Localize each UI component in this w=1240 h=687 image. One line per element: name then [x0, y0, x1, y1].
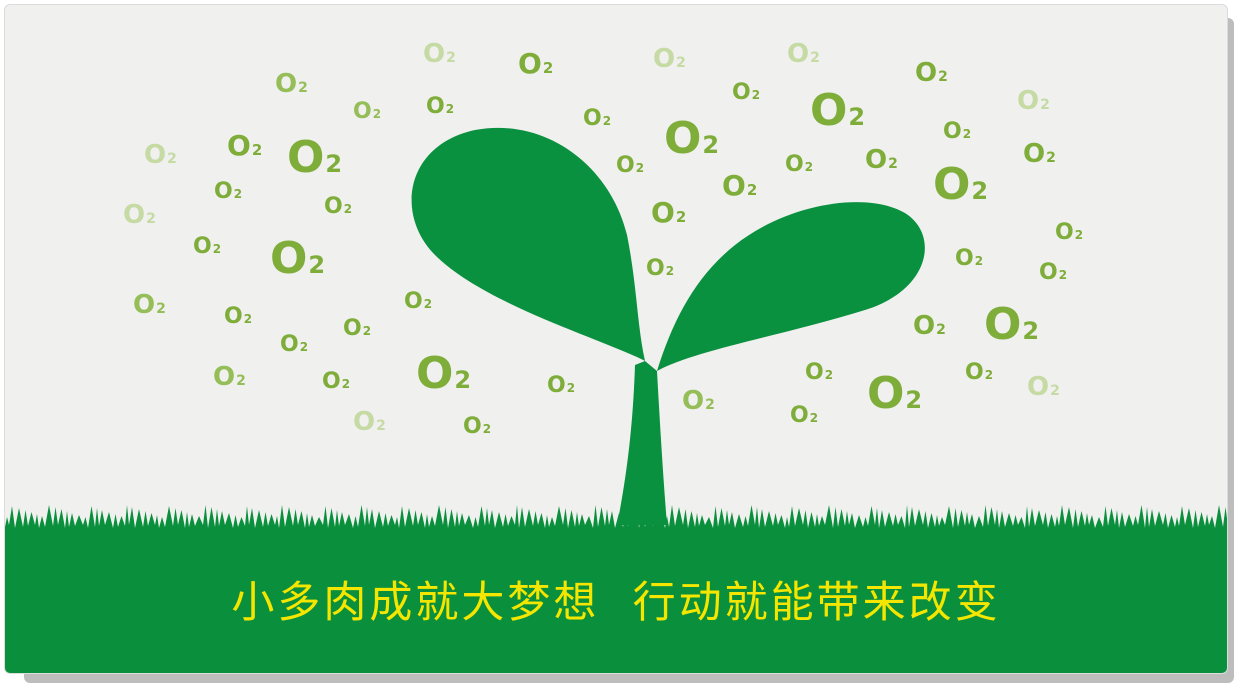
oxygen-molecule-icon: O2 — [1023, 139, 1056, 169]
oxygen-molecule-icon: O2 — [123, 200, 156, 230]
oxygen-molecules: O2 O2 O2 O2 O2 O2 O2 O2 O2 O2 O2 O2 O2 O2 O2 O2 O2 O2 O2 O2… — [123, 39, 1083, 439]
oxygen-molecule-icon: O2 — [1039, 260, 1067, 285]
oxygen-molecule-icon: O2 — [353, 99, 381, 124]
slide: O2 O2 O2 O2 O2 O2 O2 O2 O2 O2 O2 O2 O2 O2 O2 O2 O2 O2 O2 O2… — [4, 4, 1228, 674]
oxygen-molecule-icon: O2 — [1017, 86, 1050, 116]
grass-strip — [5, 505, 1227, 673]
oxygen-molecule-icon: O2 — [722, 169, 757, 202]
oxygen-molecule-icon: O2 — [213, 362, 246, 392]
oxygen-molecule-icon: O2 — [324, 194, 352, 219]
oxygen-molecule-icon: O2 — [682, 386, 715, 416]
oxygen-molecule-icon: O2 — [583, 106, 611, 131]
oxygen-molecule-icon: O2 — [805, 360, 833, 385]
oxygen-molecule-icon: O2 — [913, 311, 946, 341]
oxygen-molecule-icon: O2 — [343, 316, 371, 341]
oxygen-molecule-icon: O2 — [214, 179, 242, 204]
sprout-icon — [411, 127, 925, 525]
oxygen-molecule-icon: O2 — [732, 80, 760, 105]
oxygen-molecule-icon: O2 — [518, 47, 553, 80]
illustration: O2 O2 O2 O2 O2 O2 O2 O2 O2 O2 O2 O2 O2 O2 O2 O2 O2 O2 O2 O2… — [5, 39, 1227, 673]
oxygen-molecule-icon: O2 — [426, 94, 454, 119]
oxygen-molecule-icon: O2 — [965, 360, 993, 385]
oxygen-molecule-icon: O2 — [404, 289, 432, 314]
oxygen-molecule-icon: O2 — [133, 290, 166, 320]
oxygen-molecule-icon: O2 — [810, 85, 865, 136]
sprout-left-leaf — [411, 127, 645, 362]
oxygen-molecule-icon: O2 — [955, 246, 983, 271]
oxygen-molecule-icon: O2 — [227, 129, 262, 162]
oxygen-molecule-icon: O2 — [865, 145, 898, 175]
oxygen-molecule-icon: O2 — [270, 233, 325, 284]
oxygen-molecule-icon: O2 — [280, 332, 308, 357]
oxygen-molecule-icon: O2 — [224, 304, 252, 329]
oxygen-molecule-icon: O2 — [287, 132, 342, 183]
oxygen-molecule-icon: O2 — [353, 407, 386, 437]
oxygen-molecule-icon: O2 — [423, 39, 456, 69]
oxygen-molecule-icon: O2 — [646, 256, 674, 281]
oxygen-molecule-icon: O2 — [915, 58, 948, 88]
oxygen-molecule-icon: O2 — [1027, 372, 1060, 402]
oxygen-molecule-icon: O2 — [933, 159, 988, 210]
oxygen-molecule-icon: O2 — [1055, 220, 1083, 245]
oxygen-molecule-icon: O2 — [193, 234, 221, 259]
oxygen-molecule-icon: O2 — [790, 403, 818, 428]
oxygen-molecule-icon: O2 — [943, 119, 971, 144]
sprout-stem — [617, 361, 667, 525]
slogan-text: 小多肉成就大梦想 行动就能带来改变 — [231, 578, 1001, 628]
oxygen-molecule-icon: O2 — [463, 414, 491, 439]
oxygen-molecule-icon: O2 — [144, 140, 177, 170]
oxygen-molecule-icon: O2 — [787, 39, 820, 69]
oxygen-molecule-icon: O2 — [653, 44, 686, 74]
oxygen-molecule-icon: O2 — [275, 69, 308, 99]
oxygen-molecule-icon: O2 — [547, 373, 575, 398]
oxygen-molecule-icon: O2 — [416, 348, 471, 399]
oxygen-molecule-icon: O2 — [651, 196, 686, 229]
oxygen-molecule-icon: O2 — [616, 153, 644, 178]
oxygen-molecule-icon: O2 — [984, 299, 1039, 350]
oxygen-molecule-icon: O2 — [867, 368, 922, 419]
oxygen-molecule-icon: O2 — [322, 369, 350, 394]
oxygen-molecule-icon: O2 — [785, 152, 813, 177]
oxygen-molecule-icon: O2 — [664, 113, 719, 164]
sprout-right-leaf — [657, 202, 925, 371]
